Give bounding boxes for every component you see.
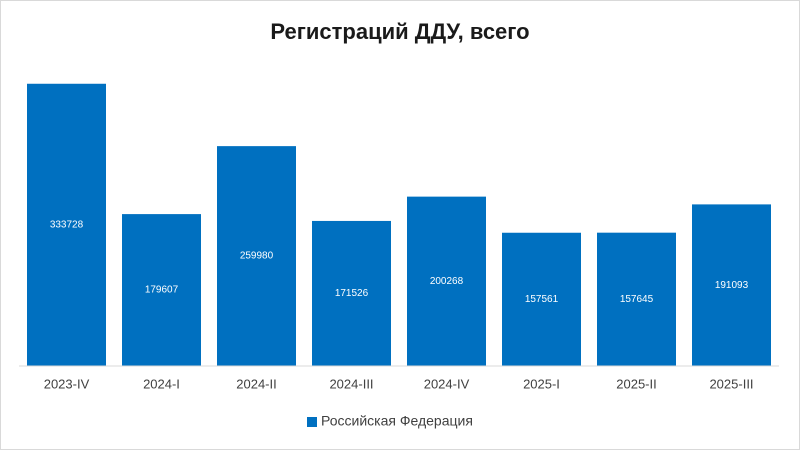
x-tick-label: 2025-II (616, 376, 656, 391)
bar (312, 220, 391, 366)
legend-label: Российская Федерация (321, 413, 473, 429)
bar (122, 214, 201, 366)
legend-swatch (307, 417, 317, 427)
bar (407, 196, 486, 366)
x-tick-label: 2024-IV (424, 376, 470, 391)
data-label: 200268 (430, 276, 464, 287)
data-label: 179607 (145, 285, 179, 296)
bar (27, 83, 106, 366)
x-tick-label: 2024-II (236, 376, 276, 391)
data-label: 191093 (715, 280, 749, 291)
x-tick-label: 2023-IV (44, 376, 90, 391)
chart-title: Регистраций ДДУ, всего (270, 19, 529, 44)
bar (217, 146, 296, 366)
data-label: 171526 (335, 288, 369, 299)
bar (597, 232, 676, 366)
data-label: 157645 (620, 294, 654, 305)
data-label: 259980 (240, 251, 274, 262)
x-tick-label: 2025-III (709, 376, 753, 391)
x-tick-label: 2024-I (143, 376, 180, 391)
x-tick-label: 2024-III (329, 376, 373, 391)
x-tick-label: 2025-I (523, 376, 560, 391)
data-label: 333728 (50, 220, 84, 231)
bar (502, 232, 581, 366)
bar (692, 204, 771, 366)
data-label: 157561 (525, 294, 559, 305)
